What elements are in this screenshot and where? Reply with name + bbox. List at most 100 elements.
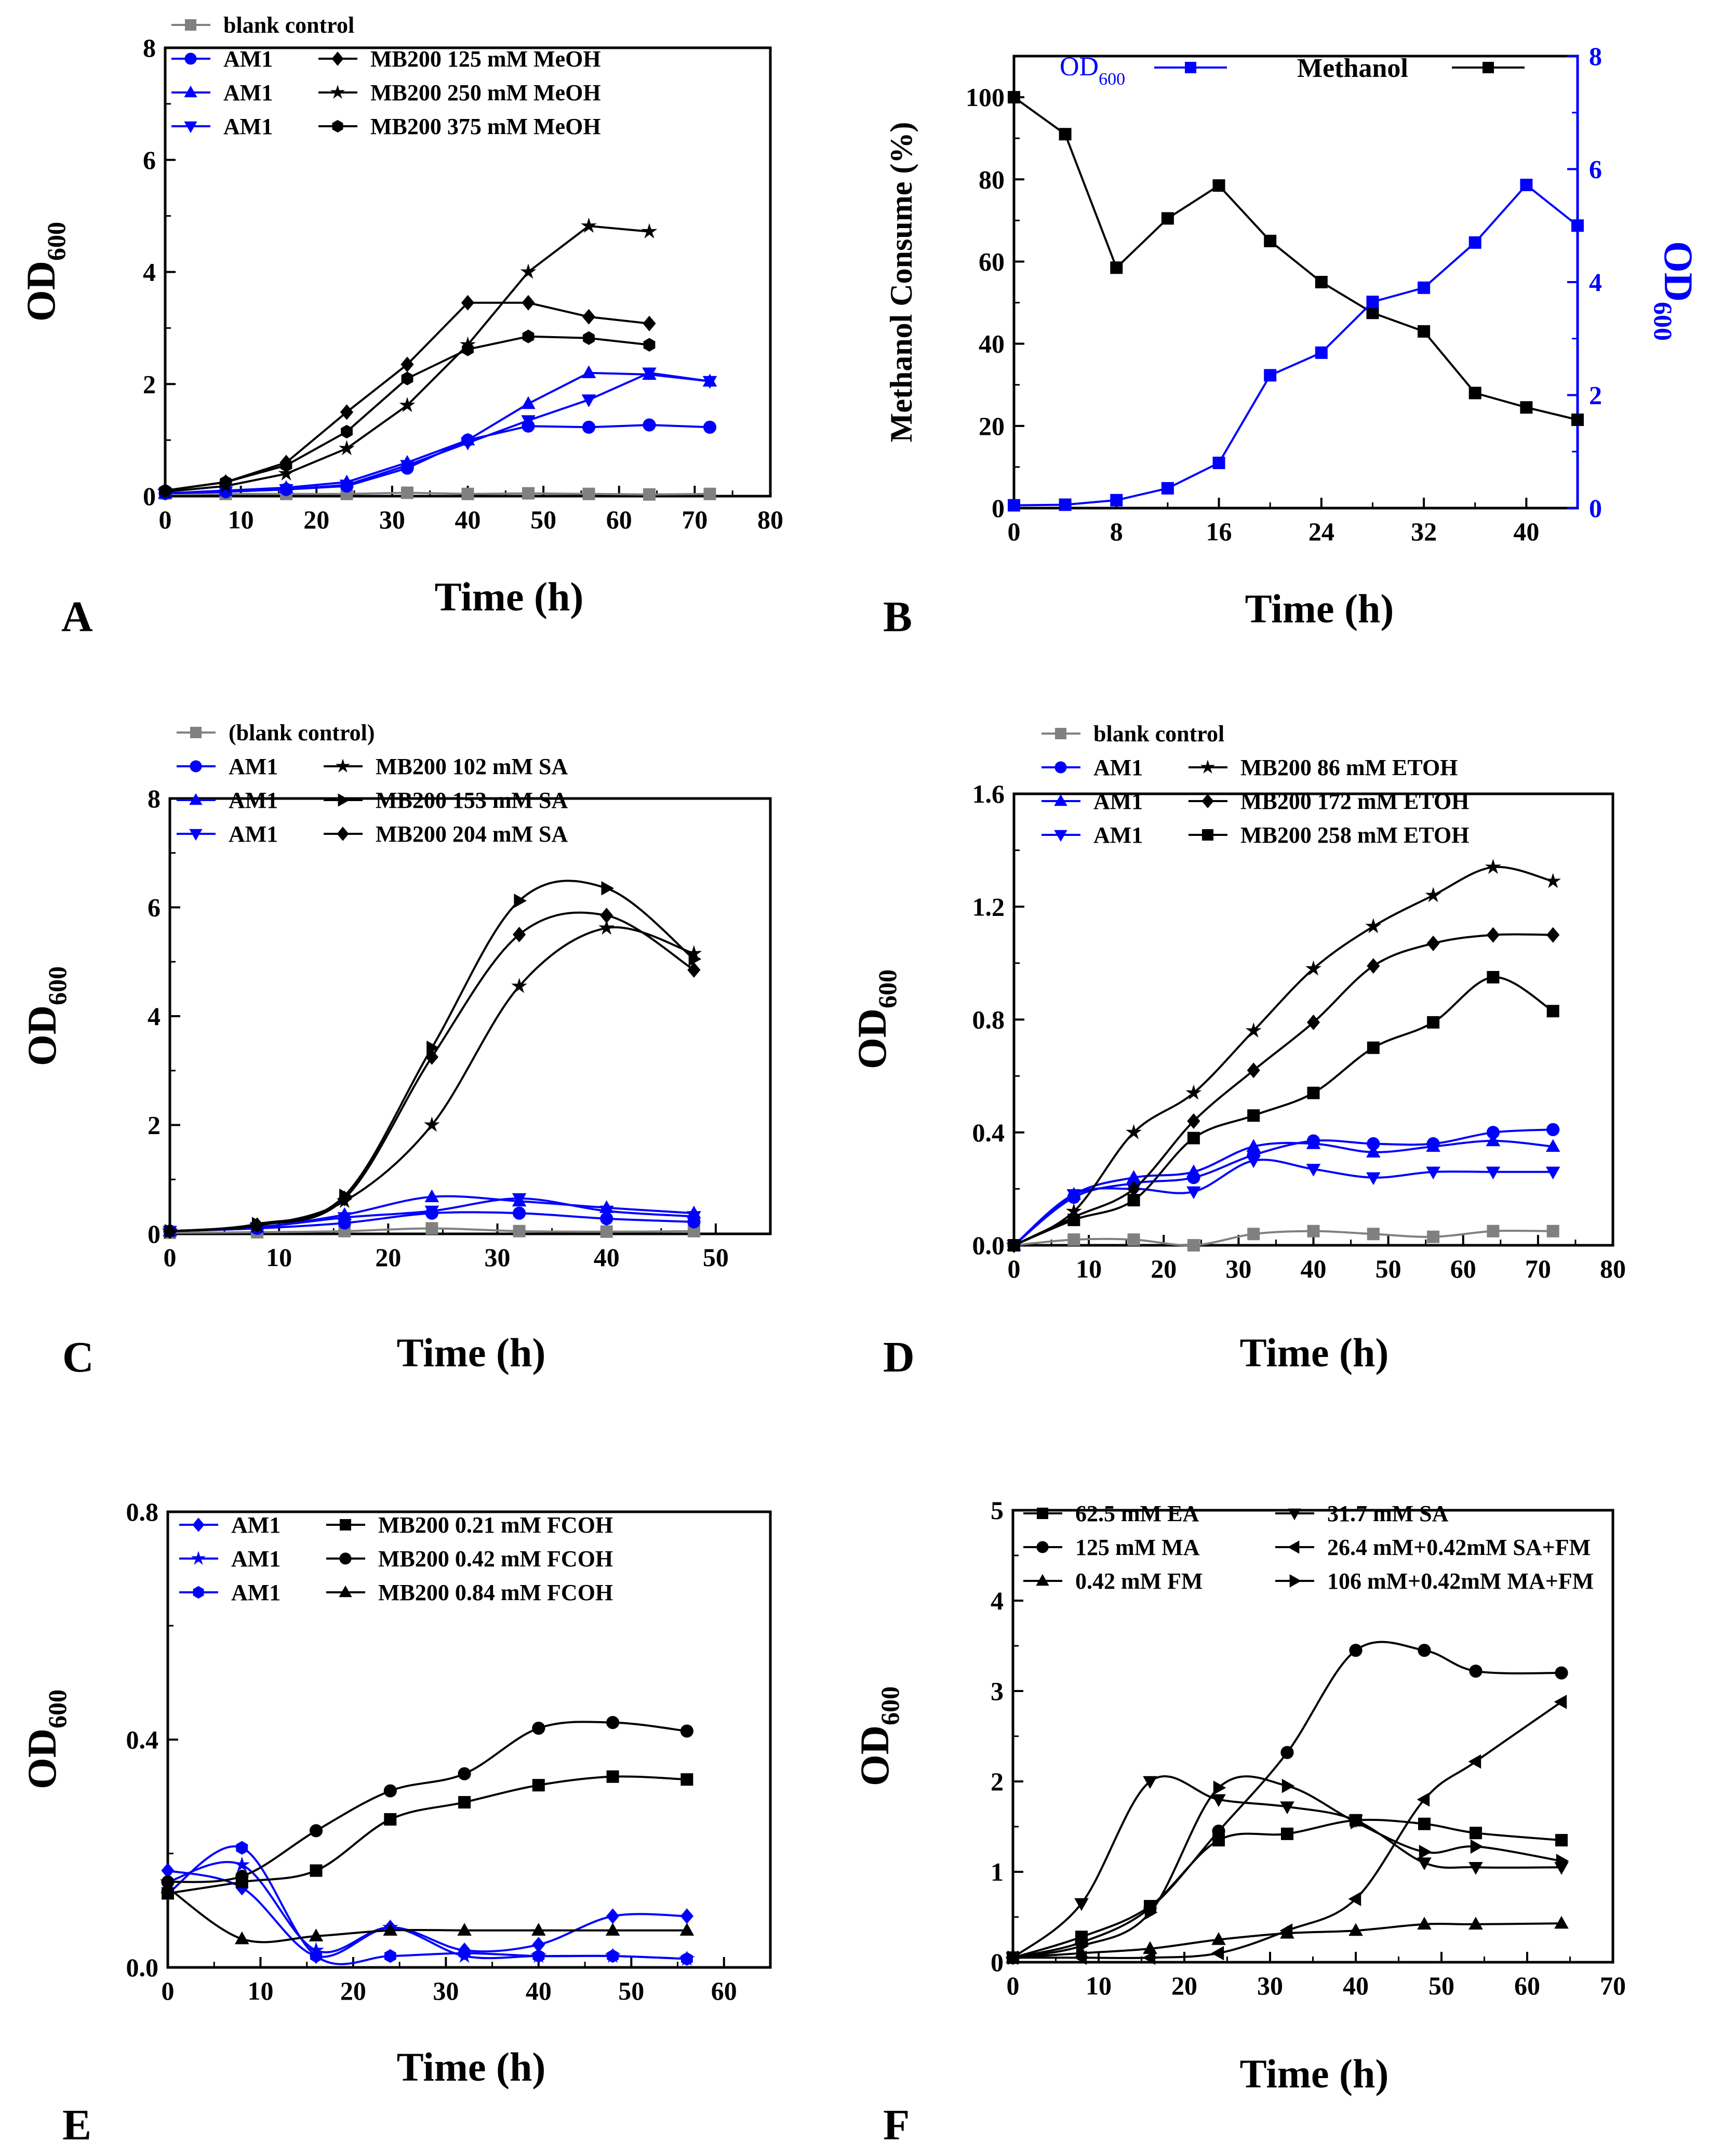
- data-point: [1074, 1898, 1089, 1911]
- data-point: [1348, 1923, 1363, 1936]
- data-point: [532, 1937, 545, 1953]
- data-point: [582, 420, 596, 434]
- y-tick-label: 0: [148, 1219, 161, 1248]
- data-point: [1281, 1778, 1295, 1793]
- data-point: [680, 1908, 693, 1924]
- data-point: [278, 465, 295, 481]
- data-point: [1067, 1214, 1080, 1227]
- legend-marker: [184, 85, 197, 98]
- data-point: [582, 309, 596, 325]
- legend-marker: [184, 121, 197, 134]
- data-point: [1280, 1746, 1294, 1759]
- data-point: [1187, 1132, 1200, 1144]
- data-point: [532, 1949, 545, 1963]
- data-point: [680, 1724, 693, 1738]
- y-axis-title-group: OD600: [18, 222, 71, 322]
- data-point: [522, 295, 535, 311]
- data-point: [686, 945, 702, 961]
- legend: blank control AM1 MB200 125 mM MeOH AM1 MB20…: [171, 12, 601, 139]
- x-axis-title: Time (h): [1240, 1330, 1389, 1375]
- y-tick-label: 0.8: [126, 1497, 159, 1526]
- series-line: [1012, 1775, 1562, 1959]
- data-point: [680, 1773, 693, 1786]
- series-line: [165, 371, 710, 495]
- data-point: [1546, 1123, 1560, 1136]
- data-point: [643, 488, 656, 501]
- legend-label: blank control: [1093, 721, 1224, 747]
- y2-axis-title-group: OD600: [1649, 241, 1701, 341]
- y-axis-title-group: OD600: [849, 969, 902, 1069]
- data-point: [1350, 1815, 1364, 1830]
- y-axis-title-subscript: 600: [875, 1686, 904, 1725]
- data-point: [1365, 918, 1382, 934]
- data-point: [679, 1923, 695, 1936]
- series-line: [1013, 96, 1578, 421]
- data-point: [161, 1862, 175, 1879]
- x-tick-label: 0: [164, 1243, 177, 1272]
- legend-marker: [184, 52, 197, 65]
- y-tick-label: 0.8: [972, 1005, 1005, 1034]
- plot-frame: [168, 797, 772, 1235]
- data-point: [1246, 1155, 1261, 1168]
- series-line: [167, 1775, 687, 1895]
- data-point: [1127, 1194, 1140, 1207]
- legend-label: AM1: [223, 80, 273, 105]
- series-106-mm-0-42mm-ma-fm: [1007, 1775, 1569, 1965]
- data-point: [250, 1217, 264, 1233]
- y-tick-label: 3: [991, 1676, 1004, 1706]
- data-point: [606, 1770, 619, 1783]
- y-axis-title: OD600: [849, 969, 902, 1069]
- series-line: [1013, 1701, 1563, 1959]
- y-axis-title-subscript: 600: [873, 969, 902, 1008]
- x-tick-label: 50: [703, 1243, 729, 1272]
- y-tick-label: 0: [991, 1948, 1004, 1977]
- series-am1: [1007, 1155, 1560, 1253]
- data-point: [1425, 887, 1441, 902]
- data-point: [521, 396, 536, 409]
- panel-label: D: [883, 1333, 915, 1381]
- data-point: [1186, 1186, 1201, 1200]
- legend-label: AM1: [229, 821, 278, 847]
- data-point: [235, 1931, 249, 1945]
- data-point: [1144, 1905, 1158, 1920]
- x-tick-label: 60: [1450, 1254, 1476, 1283]
- data-point: [1212, 1825, 1225, 1838]
- series-mb200-0-42-mm-fcoh: [161, 1716, 693, 1889]
- data-point: [1279, 1923, 1293, 1938]
- legend-marker: [337, 827, 349, 841]
- legend: AM1 MB200 0.21 mM FCOH AM1 MB200 0.42 mM FC…: [179, 1512, 613, 1605]
- data-point: [338, 1190, 351, 1206]
- legend-label: AM1: [1093, 789, 1143, 814]
- series--blank-control-: [164, 1222, 700, 1239]
- data-point: [1470, 1827, 1482, 1840]
- data-point: [531, 1923, 546, 1936]
- data-point: [1469, 1665, 1483, 1678]
- x-tick-label: 80: [757, 505, 783, 534]
- series-line: [1013, 1128, 1553, 1246]
- series-am1: [158, 367, 717, 501]
- data-point: [532, 1721, 545, 1735]
- data-point: [606, 1908, 620, 1924]
- data-point: [642, 367, 657, 381]
- x-tick-label: 40: [1513, 517, 1539, 546]
- data-point: [309, 1824, 323, 1838]
- x-tick-label: 10: [1086, 1971, 1112, 2000]
- data-point: [1127, 1181, 1141, 1197]
- series-line: [165, 371, 710, 495]
- series-od600: [1008, 179, 1584, 512]
- data-point: [511, 978, 527, 993]
- chart-panel-f: 0 10 20 30 40 50 60 70 0 1 2 3 4 5 Time (h) OD600 F 62.5 …: [852, 1496, 1626, 2149]
- legend-od-main: OD: [1060, 52, 1099, 82]
- legend-label: MB200 102 mM SA: [376, 754, 568, 779]
- data-point: [1554, 1915, 1569, 1929]
- y-axis-title-main: OD: [18, 261, 63, 322]
- data-point: [1306, 1014, 1320, 1030]
- data-point: [1076, 1938, 1089, 1953]
- data-point: [1247, 1062, 1260, 1079]
- x-axis-title: Time (h): [397, 1330, 546, 1375]
- data-point: [1366, 296, 1379, 309]
- y-axis-title-main: OD: [19, 1728, 64, 1789]
- legend-label: MB200 0.21 mM FCOH: [378, 1512, 613, 1538]
- x-tick-label: 0: [159, 505, 172, 534]
